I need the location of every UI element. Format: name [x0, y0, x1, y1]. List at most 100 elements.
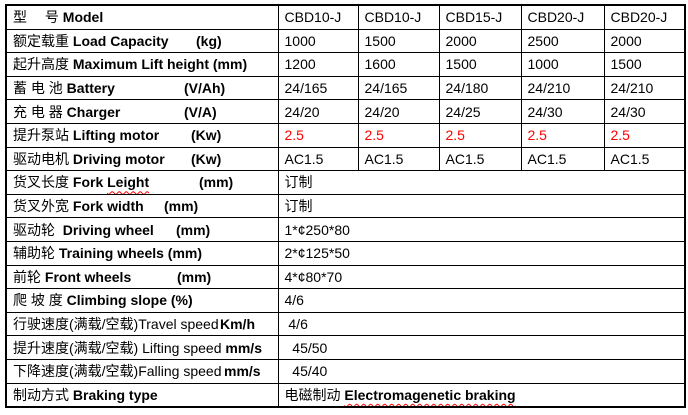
- label-en: Travel speed: [138, 316, 219, 333]
- spec-table: 型 号 Model CBD10-J CBD10-J CBD15-J CBD20-…: [5, 4, 686, 409]
- label-unit: (mm): [164, 198, 199, 215]
- table-row-lifting-speed: 提升速度(满载/空载) Lifting speed mm/s 45/50: [5, 335, 686, 360]
- label-unit: mm/s: [224, 363, 261, 380]
- label-zh: 爬 坡 度: [13, 292, 67, 309]
- spec-value-cell: 4/6: [277, 311, 686, 337]
- table-row-lift-height: 起升高度 Maximum Lift height (mm) 1200 1600 …: [5, 52, 686, 77]
- spec-value-cell: 2.5: [357, 122, 440, 148]
- table-row-falling-speed: 下降速度(满载/空载)Falling speed mm/s 45/40: [5, 358, 686, 384]
- value-en-misspelled: Electromagenetic braking: [344, 386, 516, 403]
- label-en: Fork width: [72, 198, 144, 215]
- spec-value-cell: 24/30: [603, 99, 686, 124]
- label-en: Model: [62, 9, 104, 26]
- spec-value-cell: 1*¢250*80: [277, 217, 686, 242]
- label-unit: (V/A): [184, 103, 217, 120]
- spec-label-cell: 驱动轮 Driving wheel (mm): [5, 217, 279, 242]
- spec-label-cell: 爬 坡 度 Climbing slope (%): [5, 288, 279, 313]
- spec-value-cell: 1500: [357, 28, 440, 54]
- label-zh: 充 电 器: [13, 103, 67, 120]
- label-zh: 提升速度(满载/空载): [13, 339, 143, 356]
- value-zh: 电磁制动: [284, 386, 345, 403]
- label-zh: 蓄 电 池: [13, 80, 67, 97]
- label-en-misspelled: Leight: [107, 174, 150, 191]
- spec-value-cell: 2.5: [277, 122, 359, 148]
- spec-value-cell: 45/40: [277, 358, 686, 384]
- spec-value-cell: 45/50: [277, 335, 686, 360]
- spec-value-cell: 4/6: [277, 288, 686, 313]
- table-row-travel-speed: 行驶速度(满载/空载)Travel speed Km/h 4/6: [5, 311, 686, 337]
- spec-value-cell: AC1.5: [520, 146, 605, 172]
- label-zh: 行驶速度(满载/空载): [13, 316, 139, 333]
- label-en: Charger: [66, 103, 121, 120]
- spec-value-cell: CBD10-J: [277, 4, 359, 30]
- spec-label-cell: 蓄 电 池 Battery (V/Ah): [5, 75, 279, 101]
- label-en: Falling speed: [138, 363, 222, 380]
- table-row-driving-motor: 驱动电机 Driving motor (Kw) AC1.5 AC1.5 AC1.5…: [5, 146, 686, 172]
- label-zh: 提升泵站: [13, 127, 73, 144]
- spec-label-cell: 提升速度(满载/空载) Lifting speed mm/s: [5, 335, 279, 360]
- spec-value-cell: 24/210: [520, 75, 605, 101]
- label-en: Battery: [66, 80, 115, 97]
- spec-value-cell: 24/165: [357, 75, 440, 101]
- spec-label-cell: 充 电 器 Charger (V/A): [5, 99, 279, 124]
- label-unit: (mm): [199, 174, 234, 191]
- spec-value-cell: 2*¢125*50: [277, 240, 686, 266]
- table-row-driving-wheel: 驱动轮 Driving wheel (mm) 1*¢250*80: [5, 217, 686, 242]
- label-unit: mm/s: [225, 339, 262, 356]
- spec-label-cell: 提升泵站 Lifting motor (Kw): [5, 122, 279, 148]
- spec-value-cell: CBD20-J: [520, 4, 605, 30]
- label-en: Braking type: [72, 386, 158, 403]
- table-row-load-capacity: 额定载重 Load Capacity (kg) 1000 1500 2000 25…: [5, 28, 686, 54]
- spec-label-cell: 前轮 Front wheels (mm): [5, 264, 279, 290]
- spec-value-cell: 1000: [277, 28, 359, 54]
- spec-value-cell: 订制: [277, 170, 686, 195]
- label-en: Climbing slope (%): [66, 292, 193, 309]
- spec-value-cell: 1500: [438, 52, 522, 77]
- label-en: Training wheels (mm): [58, 245, 203, 262]
- spec-value-cell: 24/30: [520, 99, 605, 124]
- table-row-fork-width: 货叉外宽 Fork width (mm) 订制: [5, 193, 686, 219]
- spec-value-cell: 24/20: [357, 99, 440, 124]
- spec-label-cell: 驱动电机 Driving motor (Kw): [5, 146, 279, 172]
- spec-value-cell: CBD10-J: [357, 4, 440, 30]
- label-en: Load Capacity: [72, 32, 169, 49]
- spec-label-cell: 货叉长度 Fork Leight (mm): [5, 170, 279, 195]
- label-unit: (mm): [177, 268, 212, 285]
- spec-value-cell: AC1.5: [438, 146, 522, 172]
- spec-value-cell: 1600: [357, 52, 440, 77]
- spec-label-cell: 额定载重 Load Capacity (kg): [5, 28, 279, 54]
- spec-label-cell: 下降速度(满载/空载)Falling speed mm/s: [5, 358, 279, 384]
- spec-label-cell: 行驶速度(满载/空载)Travel speed Km/h: [5, 311, 279, 337]
- label-unit: (mm): [176, 221, 211, 238]
- spec-value-cell: 订制: [277, 193, 686, 219]
- spec-label-cell: 制动方式 Braking type: [5, 382, 279, 408]
- spec-value-cell: 24/25: [438, 99, 522, 124]
- table-row-battery: 蓄 电 池 Battery (V/Ah) 24/165 24/165 24/180…: [5, 75, 686, 101]
- label-zh: 驱动轮: [13, 221, 63, 238]
- label-unit: (V/Ah): [184, 80, 226, 97]
- spec-value-cell: CBD20-J: [603, 4, 686, 30]
- label-en: Maximum Lift height (mm): [72, 56, 248, 73]
- spec-value-cell: 4*¢80*70: [277, 264, 686, 290]
- label-zh: 前轮: [13, 268, 45, 285]
- label-en: Driving motor: [72, 150, 165, 167]
- table-row-training-wheels: 辅助轮 Training wheels (mm) 2*¢125*50: [5, 240, 686, 266]
- spec-value-cell: 2000: [603, 28, 686, 54]
- spec-value-cell: AC1.5: [277, 146, 359, 172]
- label-unit: (Kw): [191, 127, 222, 144]
- table-row-charger: 充 电 器 Charger (V/A) 24/20 24/20 24/25 24/…: [5, 99, 686, 124]
- spec-value-cell: 2000: [438, 28, 522, 54]
- label-unit: Km/h: [220, 316, 255, 333]
- label-zh: 下降速度(满载/空载): [13, 363, 139, 380]
- spec-label-cell: 型 号 Model: [5, 4, 279, 30]
- spec-value-cell: 2.5: [603, 122, 686, 148]
- spec-value-cell: AC1.5: [357, 146, 440, 172]
- spec-label-cell: 辅助轮 Training wheels (mm): [5, 240, 279, 266]
- spec-label-cell: 起升高度 Maximum Lift height (mm): [5, 52, 279, 77]
- label-zh: 货叉外宽: [13, 198, 73, 215]
- label-en: Fork: [72, 174, 108, 191]
- table-row-braking-type: 制动方式 Braking type 电磁制动 Electromagenetic …: [5, 382, 686, 408]
- spec-value-cell: 2.5: [438, 122, 522, 148]
- spec-value-cell: 电磁制动 Electromagenetic braking: [277, 382, 686, 408]
- table-row-model: 型 号 Model CBD10-J CBD10-J CBD15-J CBD20-…: [5, 4, 686, 30]
